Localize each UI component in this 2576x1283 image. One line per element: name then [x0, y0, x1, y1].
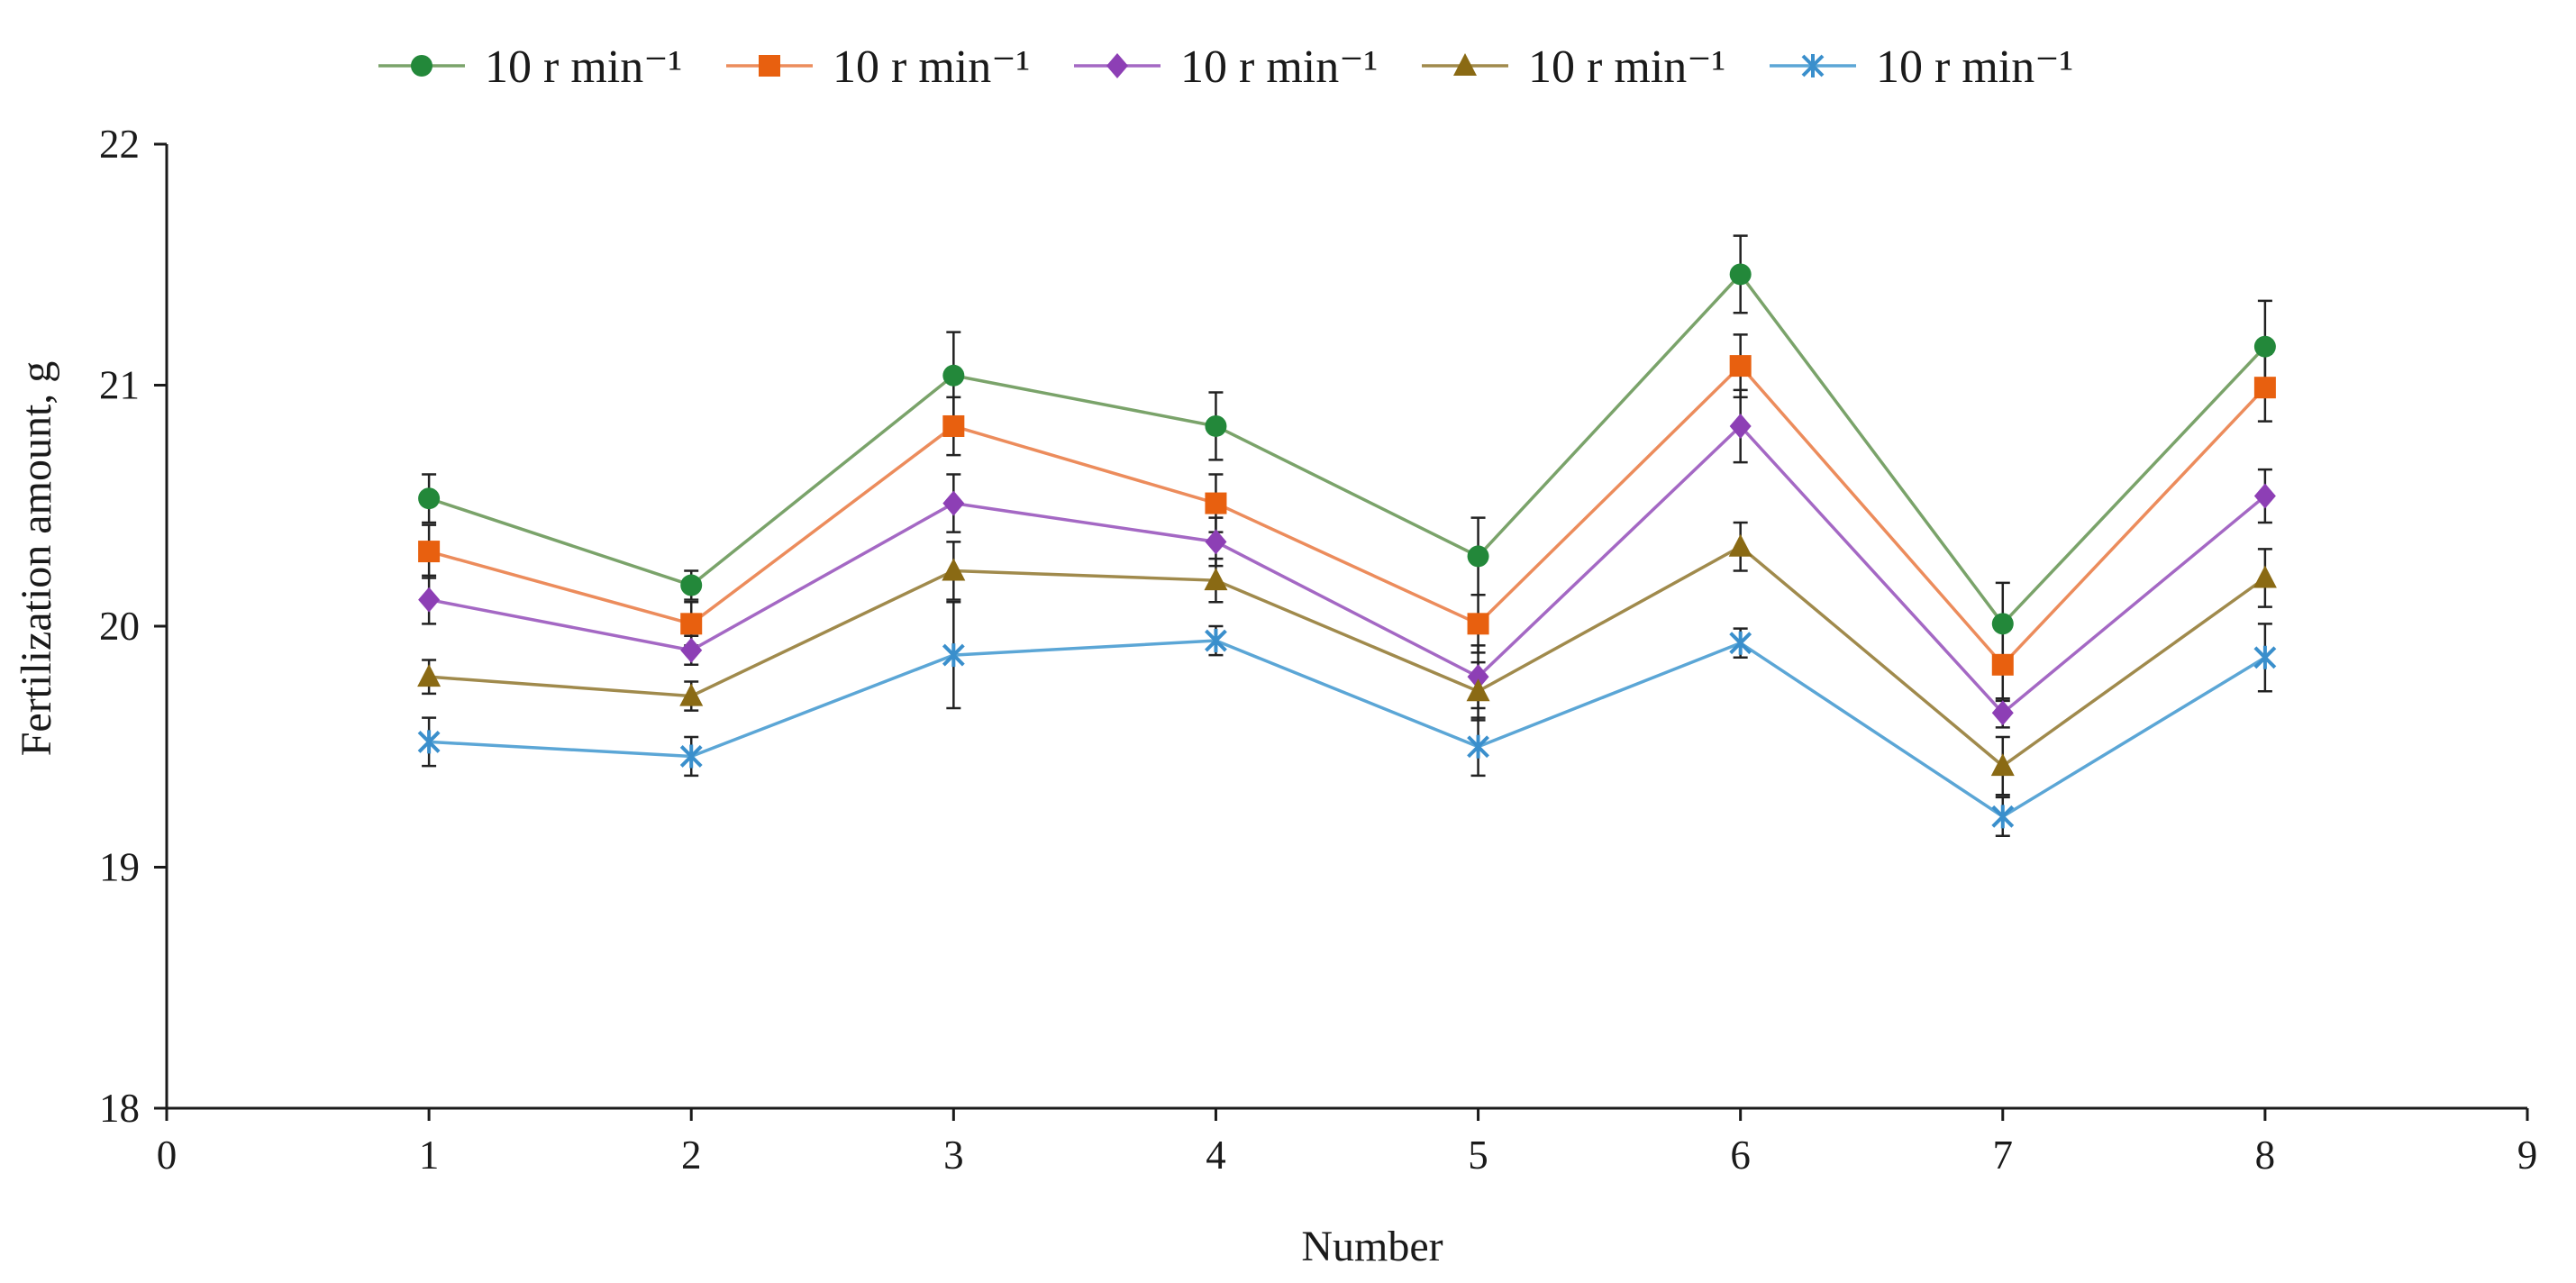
data-point-s1-5 [1467, 545, 1489, 568]
data-point-s3-3 [942, 490, 965, 516]
data-point-s5-3 [942, 643, 965, 668]
data-point-s5-6 [1729, 631, 1752, 655]
data-point-s4-3 [942, 558, 966, 581]
x-tick-label: 4 [1206, 1133, 1226, 1178]
data-point-s5-5 [1467, 734, 1489, 759]
data-point-s1-3 [942, 364, 965, 387]
data-point-s3-7 [1991, 700, 2014, 726]
x-tick-label: 3 [943, 1133, 964, 1178]
data-point-s3-5 [1467, 664, 1489, 690]
legend-label-1: 10 r min⁻¹ [485, 41, 682, 93]
data-point-s4-8 [2253, 565, 2277, 588]
axes: 18 19 20 21 22 0 1 2 3 4 5 6 7 8 9 [99, 122, 2537, 1178]
x-tick-label: 6 [1730, 1133, 1751, 1178]
x-tick-label: 9 [2517, 1133, 2538, 1178]
series-line-1 [428, 271, 2267, 627]
series-lines [428, 271, 2267, 819]
data-point-s2-5 [1467, 613, 1489, 635]
legend: 10 r min⁻¹ 10 r min⁻¹ 10 r min⁻¹ 10 r min⁻¹… [378, 41, 2073, 93]
data-point-s4-7 [1990, 753, 2015, 777]
data-point-s4-2 [679, 683, 704, 706]
y-tick-label: 22 [99, 122, 140, 167]
y-tick-label: 20 [99, 604, 140, 649]
data-point-s3-6 [1729, 413, 1752, 439]
series-line-4 [428, 544, 2266, 769]
data-point-s3-2 [680, 637, 703, 663]
x-tick-label: 2 [681, 1133, 702, 1178]
legend-label-5: 10 r min⁻¹ [1876, 41, 2073, 93]
data-point-s4-4 [1204, 568, 1228, 591]
data-point-s2-3 [942, 414, 965, 437]
data-point-s4-6 [1728, 533, 1752, 557]
data-point-s3-1 [418, 587, 441, 613]
legend-label-2: 10 r min⁻¹ [833, 41, 1030, 93]
data-point-s2-6 [1729, 355, 1752, 378]
series-line-5 [429, 639, 2266, 819]
data-point-s3-8 [2253, 483, 2276, 509]
x-tick-label: 7 [1993, 1133, 2014, 1178]
data-point-s1-1 [418, 487, 441, 510]
legend-marker-1 [411, 55, 432, 77]
x-axis-title: Number [1301, 1223, 1443, 1270]
data-point-s2-8 [2253, 377, 2276, 399]
legend-label-4: 10 r min⁻¹ [1528, 41, 1725, 93]
data-point-s5-8 [2253, 645, 2277, 669]
y-tick-label: 21 [99, 363, 140, 408]
data-point-s4-1 [417, 664, 441, 687]
data-point-s5-2 [679, 744, 703, 769]
y-tick-label: 18 [99, 1086, 140, 1131]
x-tick-label: 0 [157, 1133, 177, 1178]
legend-marker-5 [1801, 54, 1825, 77]
data-point-s2-1 [418, 541, 441, 563]
y-tick-label: 19 [99, 845, 140, 890]
data-point-s5-1 [417, 730, 441, 754]
legend-marker-4 [1453, 53, 1477, 76]
data-point-s2-2 [680, 613, 703, 635]
series-markers [417, 263, 2277, 829]
data-point-s5-4 [1205, 629, 1227, 653]
data-point-s1-4 [1205, 414, 1227, 437]
x-tick-label: 8 [2255, 1133, 2276, 1178]
series-line-3 [428, 423, 2267, 715]
data-point-s1-8 [2253, 335, 2276, 358]
y-axis-title: Fertilization amount, g [13, 361, 60, 757]
x-tick-label: 1 [419, 1133, 440, 1178]
data-point-s5-7 [1991, 805, 2015, 829]
data-point-s1-6 [1729, 263, 1752, 286]
legend-marker-3 [1106, 53, 1128, 78]
x-tick-label: 5 [1468, 1133, 1488, 1178]
data-point-s1-2 [680, 574, 703, 596]
data-point-s1-7 [1991, 613, 2014, 635]
series-line-2 [428, 363, 2267, 668]
data-point-s2-4 [1205, 492, 1227, 514]
data-point-s4-5 [1466, 678, 1490, 702]
legend-marker-2 [759, 55, 780, 77]
legend-label-3: 10 r min⁻¹ [1180, 41, 1378, 93]
data-point-s3-4 [1205, 529, 1227, 555]
data-point-s2-7 [1991, 653, 2014, 676]
